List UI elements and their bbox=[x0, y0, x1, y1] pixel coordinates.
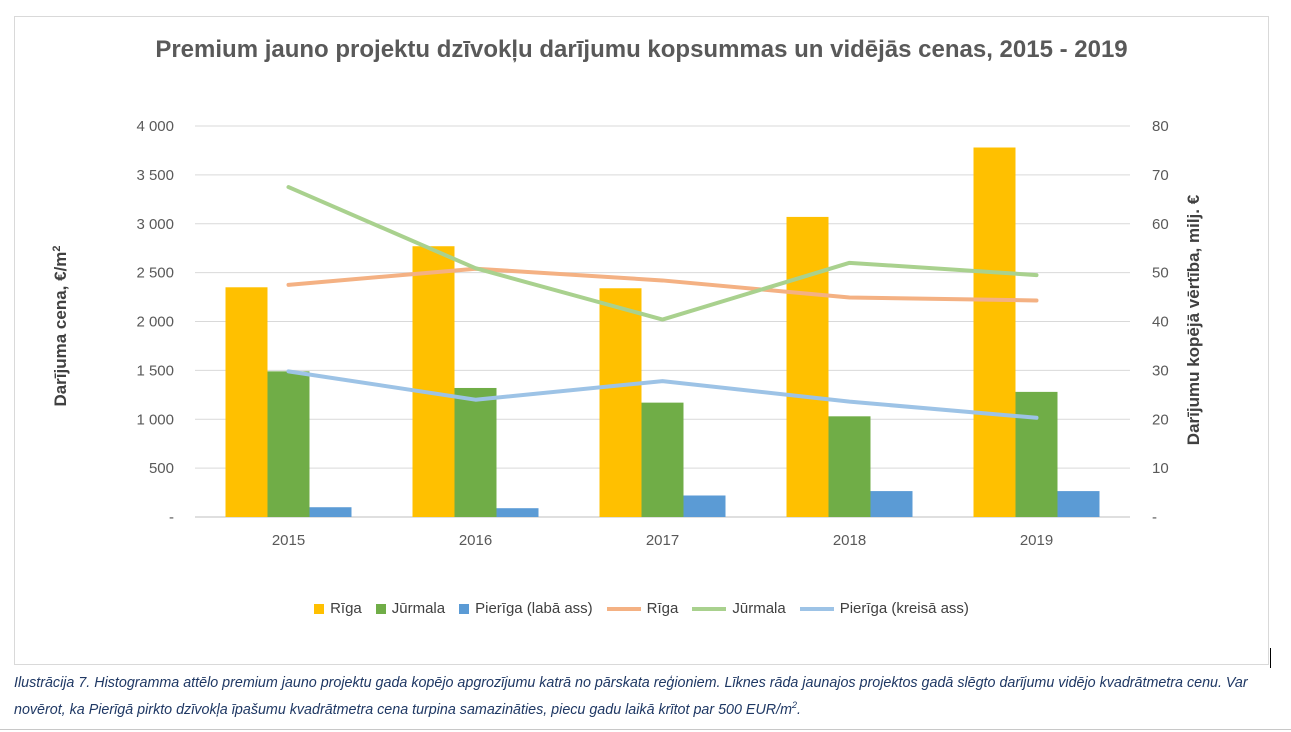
decorative-mark bbox=[1270, 648, 1271, 668]
chart-frame bbox=[14, 16, 1269, 665]
y2-tick-label: 40 bbox=[1152, 314, 1169, 331]
y-tick-label: 3 000 bbox=[136, 216, 174, 233]
y2-tick-label: - bbox=[1152, 509, 1157, 526]
bar bbox=[1057, 491, 1100, 517]
bar bbox=[309, 507, 352, 517]
bar bbox=[496, 508, 539, 517]
x-tick-label: 2015 bbox=[272, 532, 305, 549]
bottom-rule bbox=[0, 729, 1291, 730]
legend-line-swatch bbox=[606, 606, 641, 611]
chart-title: Premium jauno projektu dzīvokļu darījumu… bbox=[155, 36, 1128, 63]
legend-bar-swatch bbox=[314, 603, 325, 614]
series-line bbox=[286, 185, 1039, 322]
bar bbox=[454, 387, 497, 517]
y2-tick-label: 70 bbox=[1152, 167, 1169, 184]
x-tick-label: 2019 bbox=[1020, 532, 1053, 549]
y-tick-label: 1 000 bbox=[136, 411, 174, 428]
left-axis-ticks: - 500 1 000 1 500 2 000 2 500 3 000 3 500 4 000 bbox=[136, 118, 174, 526]
y2-tick-label: 60 bbox=[1152, 216, 1169, 233]
y-tick-label: 4 000 bbox=[136, 118, 174, 135]
bars bbox=[225, 147, 1100, 518]
legend-line-swatch bbox=[799, 606, 834, 611]
y2-tick-label: 20 bbox=[1152, 411, 1169, 428]
legend-label: Pierīga (kreisā ass) bbox=[839, 600, 969, 617]
x-tick-label: 2017 bbox=[646, 532, 679, 549]
legend-label: Rīga bbox=[330, 600, 362, 617]
bar bbox=[828, 416, 871, 517]
bar bbox=[641, 402, 684, 517]
bar bbox=[1015, 391, 1058, 517]
y-tick-label: 2 500 bbox=[136, 265, 174, 282]
bar bbox=[973, 147, 1016, 517]
figure-caption: Ilustrācija 7. Histogramma attēlo premiu… bbox=[14, 672, 1276, 721]
bar bbox=[786, 216, 829, 517]
y2-tick-label: 30 bbox=[1152, 362, 1169, 379]
x-tick-label: 2018 bbox=[833, 532, 866, 549]
legend-label: Rīga bbox=[646, 600, 679, 617]
legend-item: Pierīga (kreisā ass) bbox=[799, 600, 969, 617]
bar bbox=[412, 246, 455, 518]
legend-item: Jūrmala bbox=[692, 600, 786, 617]
legend-item: Pierīga (labā ass) bbox=[459, 600, 593, 617]
y-tick-label: 500 bbox=[149, 460, 174, 477]
left-axis-label: Darījuma cena, €/m2 bbox=[51, 245, 70, 406]
y-tick-label: 3 500 bbox=[136, 167, 174, 184]
legend-item: Rīga bbox=[314, 600, 362, 617]
legend-label: Jūrmala bbox=[391, 600, 446, 617]
caption-end: . bbox=[797, 701, 801, 718]
bar bbox=[599, 288, 642, 517]
caption-superscript: 2 bbox=[791, 700, 797, 710]
lines bbox=[286, 185, 1039, 420]
y-tick-label: 1 500 bbox=[136, 362, 174, 379]
bar bbox=[683, 495, 726, 517]
legend: Rīga Jūrmala Pierīga (labā ass) Rīga Jūrmala… bbox=[0, 600, 1283, 617]
y2-tick-label: 10 bbox=[1152, 460, 1169, 477]
bar bbox=[267, 371, 310, 517]
right-axis-label: Darījumu kopējā vērtība, milj. € bbox=[1184, 194, 1203, 445]
legend-bar-swatch bbox=[375, 603, 386, 614]
legend-label: Pierīga (labā ass) bbox=[475, 600, 593, 617]
x-tick-label: 2016 bbox=[459, 532, 492, 549]
bar bbox=[225, 287, 268, 517]
y-tick-label: - bbox=[169, 509, 174, 526]
y2-tick-label: 50 bbox=[1152, 265, 1169, 282]
y-tick-label: 2 000 bbox=[136, 314, 174, 331]
legend-label: Jūrmala bbox=[732, 600, 786, 617]
caption-text: Ilustrācija 7. Histogramma attēlo premiu… bbox=[14, 675, 1248, 718]
legend-bar-swatch bbox=[459, 603, 470, 614]
legend-item: Jūrmala bbox=[375, 600, 446, 617]
legend-line-swatch bbox=[692, 606, 727, 611]
series-line bbox=[286, 266, 1039, 303]
right-axis-ticks: - 10 20 30 40 50 60 70 80 bbox=[1152, 118, 1169, 526]
bar bbox=[870, 491, 913, 517]
y2-tick-label: 80 bbox=[1152, 118, 1169, 135]
legend-item: Rīga bbox=[606, 600, 679, 617]
x-axis-ticks: 2015 2016 2017 2018 2019 bbox=[272, 532, 1053, 549]
series-line bbox=[286, 369, 1039, 420]
